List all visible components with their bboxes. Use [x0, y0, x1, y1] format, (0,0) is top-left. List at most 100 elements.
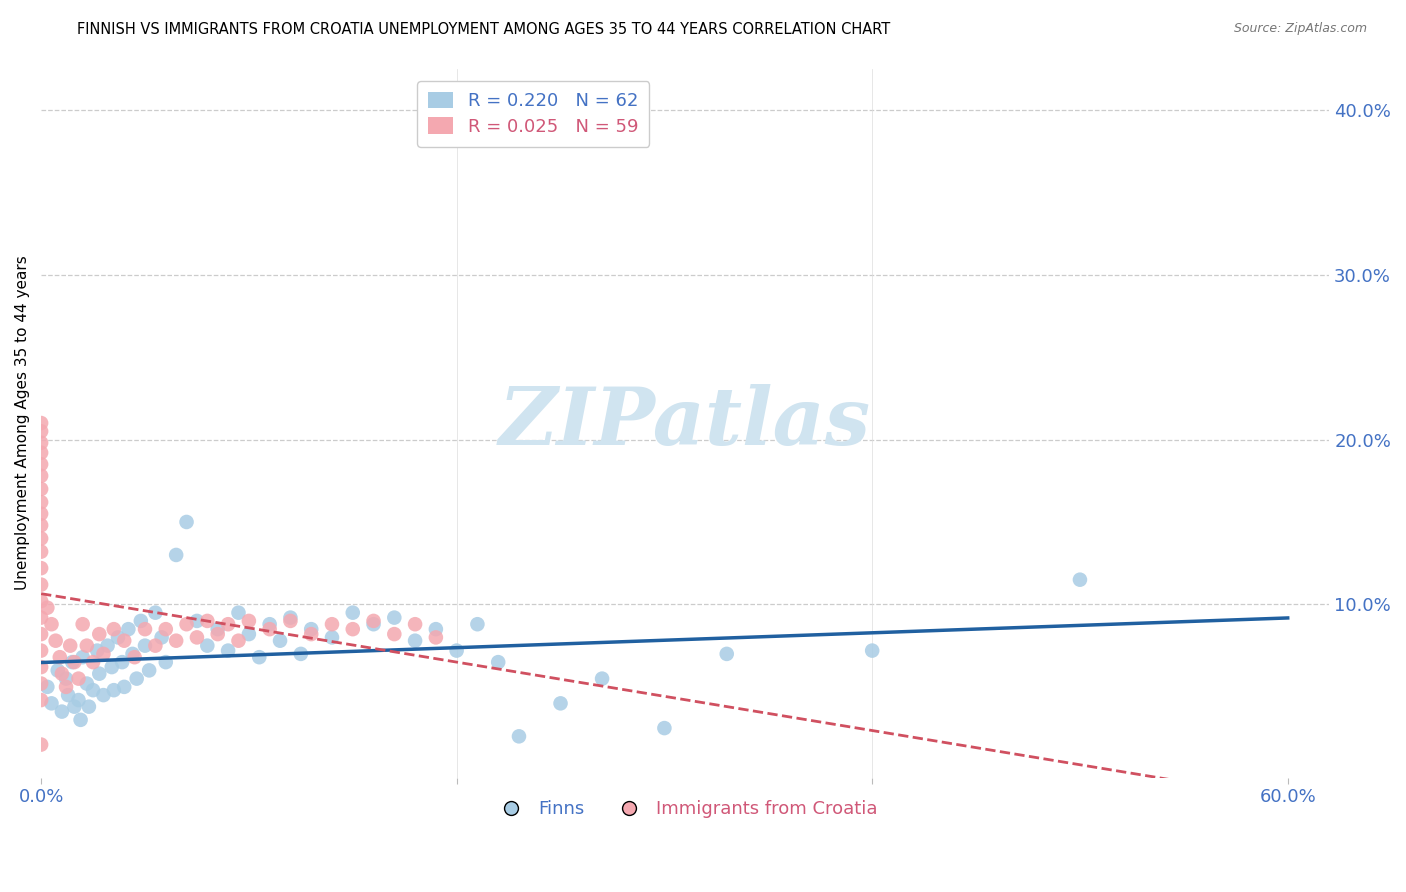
Point [51, 705, 73, 719]
Point [280, 614, 302, 628]
Point [134, 622, 156, 636]
Point [299, 622, 322, 636]
Text: Source: ZipAtlas.com: Source: ZipAtlas.com [1233, 22, 1367, 36]
Point [176, 515, 198, 529]
Point [30, 468, 52, 483]
Point [321, 631, 343, 645]
Point [446, 643, 468, 657]
Point [125, 672, 148, 686]
Point [138, 664, 160, 678]
Point [30, 643, 52, 657]
Point [155, 622, 177, 636]
Point [112, 680, 135, 694]
Point [134, 639, 156, 653]
Point [425, 622, 447, 636]
Point [67, 672, 90, 686]
Point [30, 416, 52, 430]
Point [76, 676, 98, 690]
Point [51, 666, 73, 681]
Point [77, 699, 100, 714]
Point [111, 655, 134, 669]
Point [228, 606, 250, 620]
Point [89, 627, 111, 641]
Point [321, 617, 343, 632]
Point [30, 561, 52, 575]
Point [46, 664, 69, 678]
Point [165, 548, 187, 562]
Point [247, 650, 270, 665]
Point [195, 614, 218, 628]
Y-axis label: Unemployment Among Ages 35 to 44 years: Unemployment Among Ages 35 to 44 years [15, 256, 30, 591]
Point [30, 532, 52, 546]
Point [30, 660, 52, 674]
Point [41, 697, 63, 711]
Point [103, 622, 125, 636]
Point [112, 633, 135, 648]
Point [103, 683, 125, 698]
Point [259, 622, 281, 636]
Point [107, 631, 129, 645]
Point [67, 693, 90, 707]
Point [486, 655, 509, 669]
Point [30, 544, 52, 558]
Point [30, 495, 52, 509]
Point [37, 680, 59, 694]
Point [129, 614, 152, 628]
Point [72, 617, 94, 632]
Point [30, 425, 52, 439]
Point [72, 650, 94, 665]
Point [30, 627, 52, 641]
Point [30, 518, 52, 533]
Point [30, 676, 52, 690]
Point [63, 655, 86, 669]
Point [30, 610, 52, 624]
Point [591, 672, 613, 686]
Point [186, 614, 208, 628]
Point [82, 655, 104, 669]
Point [150, 631, 173, 645]
Point [382, 610, 405, 624]
Point [100, 660, 122, 674]
Point [186, 631, 208, 645]
Point [93, 688, 115, 702]
Point [86, 643, 108, 657]
Legend: Finns, Immigrants from Croatia: Finns, Immigrants from Croatia [485, 793, 884, 825]
Point [121, 647, 143, 661]
Point [124, 650, 146, 665]
Point [382, 627, 405, 641]
Point [269, 633, 291, 648]
Point [195, 639, 218, 653]
Point [30, 457, 52, 471]
Point [59, 639, 82, 653]
Point [165, 633, 187, 648]
Point [363, 617, 385, 632]
Point [550, 697, 572, 711]
Point [41, 617, 63, 632]
Point [82, 683, 104, 698]
Point [363, 614, 385, 628]
Point [342, 606, 364, 620]
Point [69, 713, 91, 727]
Text: ZIPatlas: ZIPatlas [499, 384, 872, 462]
Point [49, 650, 72, 665]
Point [238, 614, 260, 628]
Point [63, 699, 86, 714]
Point [30, 482, 52, 496]
Point [508, 729, 530, 743]
Point [1069, 573, 1091, 587]
Point [467, 617, 489, 632]
Point [145, 606, 167, 620]
Point [30, 435, 52, 450]
Point [342, 622, 364, 636]
Point [860, 643, 883, 657]
Point [207, 622, 229, 636]
Point [228, 633, 250, 648]
Point [716, 647, 738, 661]
Point [299, 627, 322, 641]
Point [30, 693, 52, 707]
Point [404, 617, 426, 632]
Point [259, 617, 281, 632]
Point [76, 639, 98, 653]
Point [30, 507, 52, 521]
Point [30, 594, 52, 608]
